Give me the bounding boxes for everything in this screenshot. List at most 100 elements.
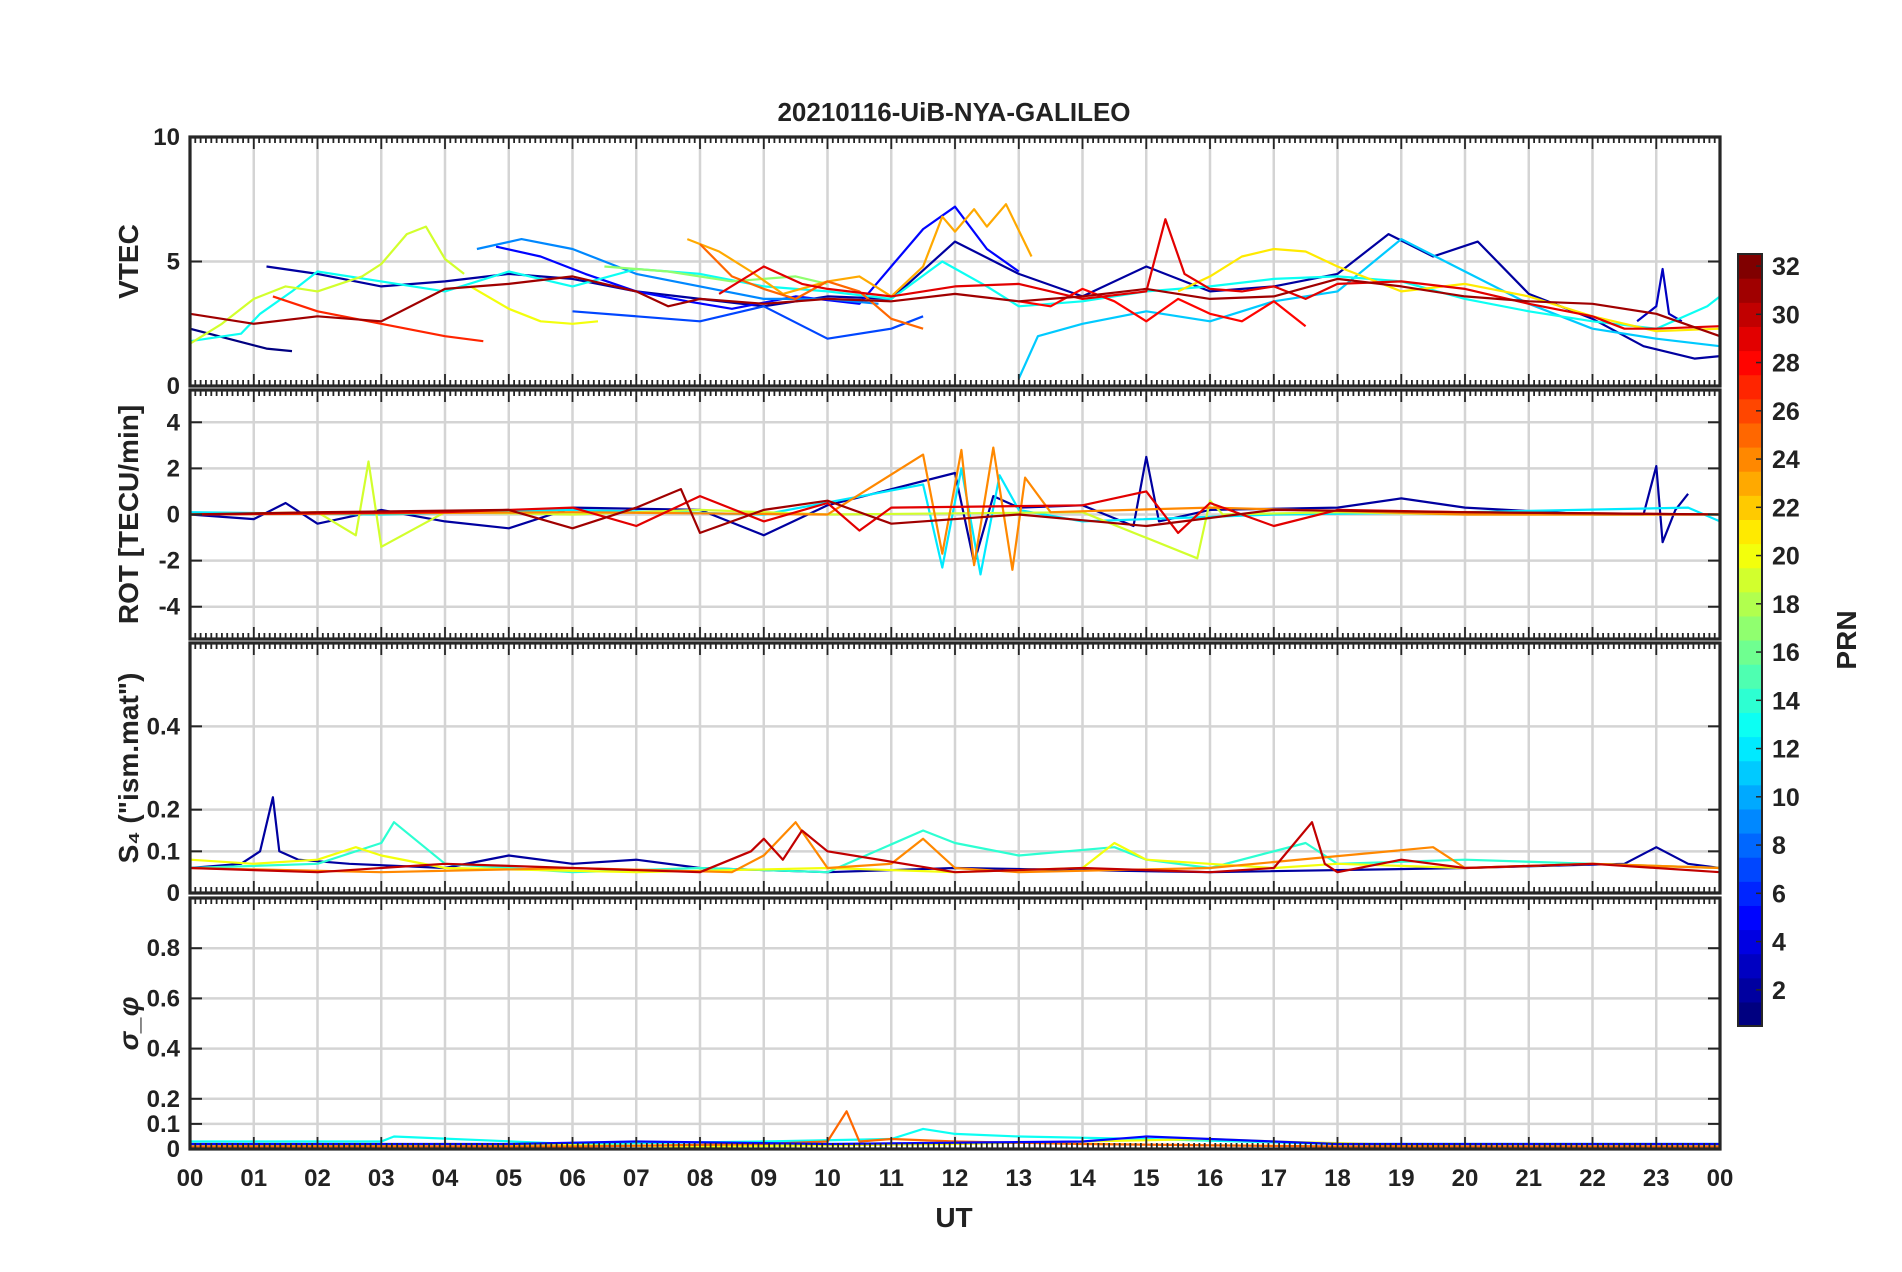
y-tick-label: 0.6: [147, 985, 180, 1012]
colorbar-cell: [1738, 567, 1762, 593]
x-tick-label: 15: [1133, 1165, 1160, 1192]
colorbar-tick-label: 10: [1772, 784, 1800, 812]
colorbar-cell: [1738, 953, 1762, 979]
colorbar-tick-label: 8: [1772, 832, 1786, 860]
y-tick-label: 4: [167, 409, 181, 436]
series-line-prn-5: [495, 205, 1020, 310]
colorbar-cell: [1738, 664, 1762, 689]
y-axis-label: σ_φ: [113, 997, 144, 1051]
colorbar-cell: [1738, 857, 1762, 882]
x-tick-label: 04: [432, 1165, 459, 1192]
colorbar-tick-label: 16: [1772, 639, 1800, 667]
x-tick-label: 21: [1515, 1165, 1542, 1192]
panel-vtec: 0 5 10 VTEC: [113, 124, 1722, 400]
series-line-prn-20: [469, 285, 599, 325]
chart-title: 20210116-UiB-NYA-GALILEO: [777, 97, 1130, 127]
y-tick-label: 0.2: [147, 797, 180, 824]
colorbar-cell: [1738, 519, 1762, 545]
colorbar-tick-label: 26: [1772, 398, 1800, 426]
colorbar-cell: [1738, 808, 1762, 834]
colorbar-frame: [1737, 253, 1763, 1027]
series-line-prn-1: [190, 327, 293, 353]
y-tick-label: 0.2: [147, 1086, 180, 1113]
x-tick-label: 10: [814, 1165, 841, 1192]
series-group: [190, 446, 1720, 576]
colorbar-tick-label: 24: [1772, 446, 1800, 474]
x-tick-label: 02: [304, 1165, 331, 1192]
x-tick-label: 05: [495, 1165, 522, 1192]
x-tick-label: 11: [879, 1165, 904, 1192]
y-tick-label: 10: [153, 124, 180, 151]
x-tick-label: 14: [1069, 1165, 1096, 1192]
series-line-prn-31: [190, 275, 1720, 338]
y-tick-label: -2: [159, 548, 180, 575]
colorbar-tick-label: 4: [1772, 929, 1786, 957]
x-tick-label: 00: [177, 1165, 204, 1192]
x-minor-ticks: [189, 643, 1721, 893]
y-axis-label: ROT [TECU/min]: [113, 405, 144, 624]
colorbar-cell: [1738, 905, 1762, 931]
x-tick-label: 09: [750, 1165, 777, 1192]
series-line-prn-23: [686, 203, 1033, 298]
x-tick-label: 06: [559, 1165, 586, 1192]
series-group: [190, 203, 1720, 379]
colorbar-tick-label: 22: [1772, 494, 1800, 522]
panel-s4: 0 0.1 0.2 0.4S₄ ("ism.mat"): [113, 641, 1722, 907]
colorbar-cell: [1738, 326, 1762, 352]
x-tick-label: 19: [1388, 1165, 1415, 1192]
y-tick-label: 2: [167, 455, 180, 482]
y-axis-label: S₄ ("ism.mat"): [113, 673, 144, 864]
colorbar-tick-label: 18: [1772, 591, 1800, 619]
y-tick-label: 0: [167, 373, 180, 400]
panel-sigma_phi: 00.10.2 0.4 0.6 0.8 σ_φ: [113, 896, 1722, 1163]
colorbar-cell: [1738, 422, 1762, 448]
y-tick-label: 0.1: [147, 1111, 180, 1138]
colorbar-cell: [1738, 374, 1762, 400]
series-line-prn-7: [572, 305, 924, 340]
colorbar-cell: [1738, 1001, 1762, 1027]
colorbar-label: PRN: [1831, 610, 1862, 669]
x-tick-label: 20: [1452, 1165, 1479, 1192]
y-tick-label: 0.8: [147, 935, 180, 962]
x-tick-label: 03: [368, 1165, 395, 1192]
series-line-prn-11: [1017, 238, 1720, 379]
colorbar-tick-label: 14: [1772, 687, 1800, 715]
x-tick-label: 22: [1579, 1165, 1606, 1192]
colorbar-cell: [1738, 760, 1762, 786]
series-line-prn-29: [718, 218, 1720, 330]
x-tick-label: 23: [1643, 1165, 1670, 1192]
series-line-prn-30: [190, 821, 1720, 874]
colorbar-tick-label: 28: [1772, 350, 1800, 378]
x-minor-ticks: [189, 390, 1721, 639]
x-tick-label: 16: [1197, 1165, 1224, 1192]
x-tick-label: 18: [1324, 1165, 1351, 1192]
y-tick-label: -4: [159, 594, 181, 621]
y-tick-label: 0: [167, 1136, 180, 1163]
y-tick-label: 0: [167, 502, 180, 529]
x-tick-label: 17: [1260, 1165, 1287, 1192]
colorbar-tick-label: 20: [1772, 543, 1800, 571]
x-tick-label: 13: [1005, 1165, 1032, 1192]
x-tick-label: 00: [1707, 1165, 1734, 1192]
y-tick-label: 0.4: [147, 1036, 181, 1063]
y-axis-label: VTEC: [113, 224, 144, 299]
x-tick-label: 01: [240, 1165, 267, 1192]
series-line-prn-3: [1636, 267, 1683, 323]
colorbar-tick-label: 30: [1772, 301, 1800, 329]
colorbar-cell: [1738, 471, 1762, 496]
x-tick-label: 12: [942, 1165, 969, 1192]
colorbar-cell: [1738, 615, 1762, 641]
x-tick-label: 08: [687, 1165, 714, 1192]
colorbar-cell: [1738, 278, 1762, 303]
series-line-prn-31: [190, 488, 1720, 535]
colorbar-cell: [1738, 712, 1762, 738]
y-tick-label: 5: [167, 249, 180, 276]
series-line-prn-25: [699, 243, 924, 330]
x-minor-ticks: [189, 137, 1721, 386]
series-line-prn-29: [190, 490, 1720, 535]
series-group: [190, 796, 1720, 874]
x-axis-label: UT: [935, 1202, 972, 1233]
